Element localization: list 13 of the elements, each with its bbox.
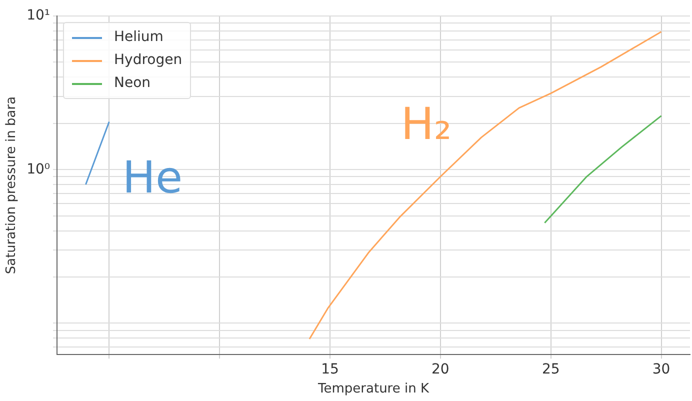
x-tick-label: 20: [432, 362, 450, 378]
x-tick-label: 15: [321, 362, 339, 378]
annotation: He: [122, 152, 183, 204]
legend-label: Helium: [114, 28, 164, 47]
y-tick-label: 10¹: [26, 8, 50, 24]
legend-label: Hydrogen: [114, 51, 182, 70]
x-tick-label: 25: [542, 362, 560, 378]
x-axis-title: Temperature in K: [317, 382, 430, 397]
y-tick-label: 10⁰: [26, 161, 50, 178]
annotation: H₂: [400, 98, 452, 150]
x-tick-label: 30: [652, 362, 670, 378]
y-axis-title: Saturation pressure in bara: [4, 96, 20, 274]
legend-label: Neon: [114, 74, 151, 93]
